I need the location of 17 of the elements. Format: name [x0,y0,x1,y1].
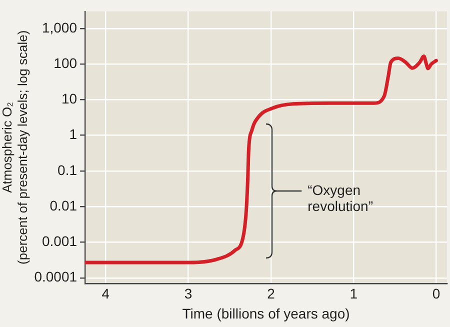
y-axis-title: Atmospheric O₂ (percent of present-day levels; log scale) [0,30,30,264]
y-tick-label: 1 [69,126,78,142]
x-tick-label: 4 [102,286,110,302]
line-series [85,54,438,264]
x-tick-label: 3 [184,286,192,302]
y-tick-label: 1,000 [42,19,78,36]
y-tick-label: 0.001 [42,233,78,250]
x-tick-label: 2 [267,286,276,302]
annotation: “Oxygen revolution” [308,182,373,214]
y-tick-label: 100 [54,54,78,71]
y-tick-label: 0.01 [50,197,78,214]
x-tick-label: 0 [432,286,440,302]
y-tick-label: 10 [61,90,78,107]
y-tick-label: 0.0001 [34,268,78,285]
x-tick-label: 1 [350,286,358,302]
y-tick-label: 0.1 [58,162,78,178]
x-axis-title: Time (billions of years ago) [182,305,350,322]
